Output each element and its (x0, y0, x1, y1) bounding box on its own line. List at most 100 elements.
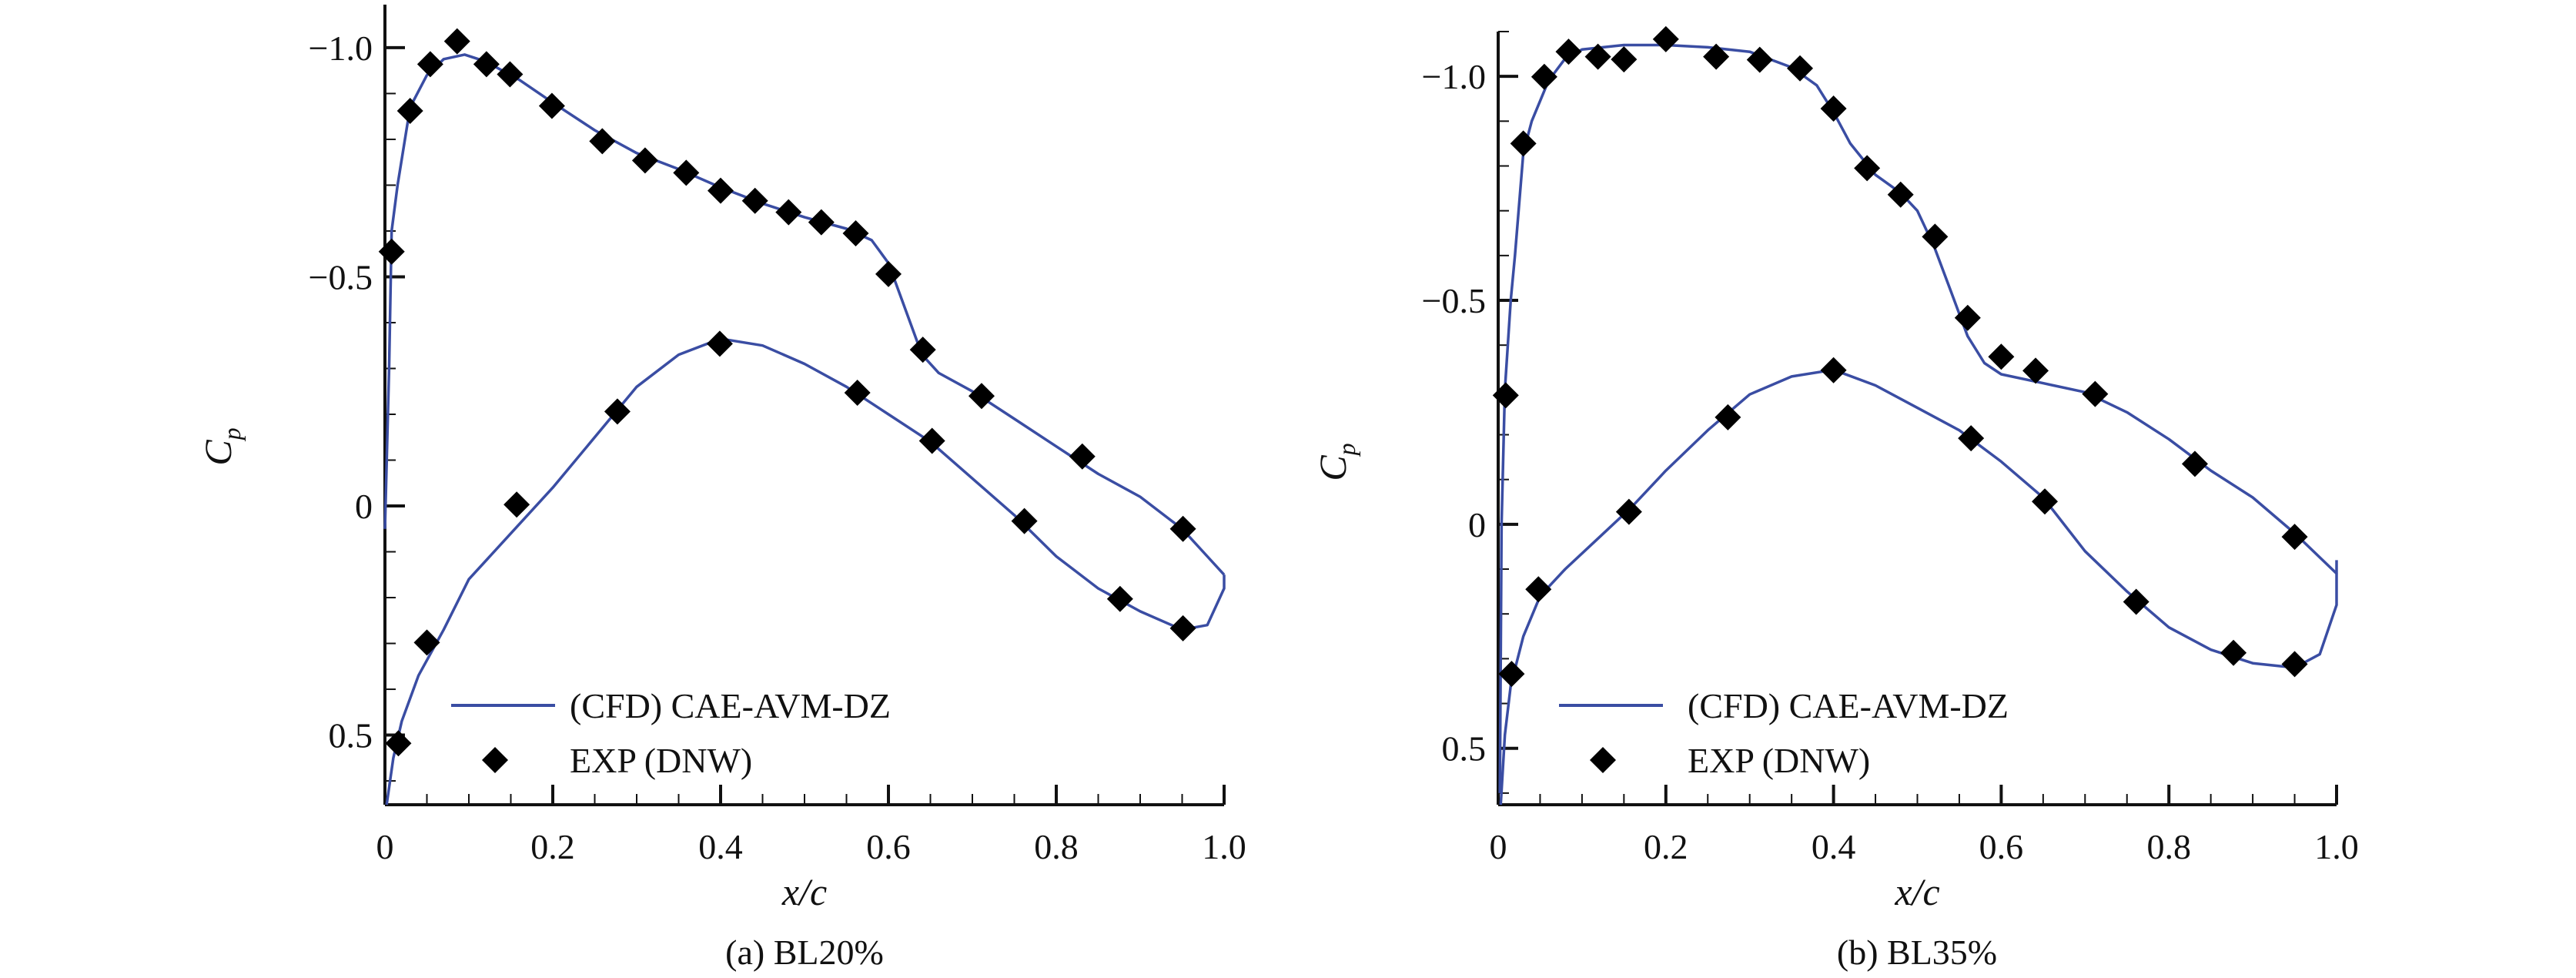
exp-point (497, 61, 524, 88)
exp-point (413, 629, 440, 656)
y-tick-label: 0 (355, 487, 373, 526)
exp-point (385, 730, 412, 757)
exp-point (1958, 425, 1985, 452)
exp-point (673, 159, 700, 186)
y-tick-label: −0.5 (1422, 281, 1486, 320)
exp-point (1922, 223, 1949, 250)
y-tick-label: 0.5 (329, 716, 373, 755)
exp-point (1531, 63, 1557, 90)
y-tick-label: −1.0 (309, 28, 373, 68)
exp-point (1498, 661, 1525, 688)
x-tick-label: 0 (1490, 827, 1507, 866)
exp-point (473, 51, 500, 78)
exp-point (1820, 95, 1847, 122)
exp-point (708, 177, 734, 204)
exp-point (1555, 39, 1582, 65)
exp-point (417, 51, 443, 78)
y-axis-label: Cp (196, 427, 246, 465)
exp-point (1069, 443, 1096, 470)
exp-point (2281, 651, 2308, 678)
x-tick-label: 0.8 (2146, 827, 2191, 866)
x-tick-label: 0.4 (1812, 827, 1856, 866)
x-tick-label: 0.6 (1979, 827, 2024, 866)
chart-caption: (b) BL35% (1837, 933, 1997, 972)
exp-point (808, 209, 835, 236)
exp-point (1703, 43, 1730, 70)
exp-point (1820, 357, 1847, 383)
exp-point (1887, 181, 1914, 208)
exp-point (1169, 615, 1196, 641)
exp-point (1787, 55, 1814, 82)
exp-point (706, 330, 733, 357)
exp-point (2082, 380, 2109, 407)
exp-point (968, 383, 995, 410)
exp-point (844, 380, 871, 407)
exp-point (842, 219, 869, 246)
x-axis-label: x/c (781, 870, 827, 913)
exp-point (1492, 382, 1519, 409)
exp-point (604, 398, 631, 425)
exp-point (1106, 585, 1133, 612)
exp-point (1954, 304, 1981, 331)
chart-caption: (a) BL20% (725, 933, 884, 972)
y-tick-label: −0.5 (309, 257, 373, 296)
exp-point (1510, 130, 1537, 157)
exp-point (503, 491, 530, 518)
exp-point (1525, 576, 1552, 603)
legend-diamond-swatch (1590, 747, 1616, 773)
x-tick-label: 0.2 (1644, 827, 1688, 866)
exp-point (378, 238, 405, 265)
cfd-line-lower (385, 337, 1226, 806)
exp-point (2032, 488, 2059, 515)
exp-point (875, 260, 902, 287)
legend-label-exp: EXP (DNW) (570, 741, 752, 780)
exp-point (631, 147, 658, 174)
exp-point (2123, 588, 2149, 615)
cfd-line-upper (1498, 43, 2338, 793)
chart-a: 0 0.2 0.4 0.6 0.8 1.0 −1.0 −0.5 0 0.5 x/c Cp (a) BL2… (196, 5, 1246, 972)
y-tick-label: 0 (1468, 505, 1486, 544)
exp-point (1652, 25, 1679, 52)
cfd-line-lower (1499, 368, 2338, 806)
cfd-line-upper (383, 53, 1226, 576)
x-tick-label: 0.4 (698, 827, 743, 866)
legend-label-exp: EXP (DNW) (1688, 741, 1870, 780)
x-tick-label: 0.8 (1034, 827, 1079, 866)
y-tick-label: 0.5 (1442, 729, 1487, 769)
legend: (CFD) CAE-AVM-DZ EXP (DNW) (1559, 686, 2009, 780)
exp-point (1615, 498, 1642, 525)
exp-point (396, 98, 423, 125)
exp-point (2022, 357, 2049, 384)
exp-point (2281, 524, 2308, 551)
y-axis-label: Cp (1311, 443, 1360, 481)
exp-point (775, 199, 802, 226)
x-axis-label: x/c (1894, 870, 1939, 913)
legend-diamond-swatch (482, 747, 508, 773)
exp-point (918, 427, 945, 454)
exp-point (443, 28, 470, 55)
chart-b: 0 0.2 0.4 0.6 0.8 1.0 −1.0 −0.5 0 0.5 x/c Cp (b) BL3… (1311, 25, 2359, 972)
x-tick-label: 0.2 (530, 827, 575, 866)
x-tick-label: 0.6 (866, 827, 911, 866)
exp-point (589, 128, 616, 155)
exp-point (741, 187, 768, 214)
exp-point (1988, 343, 2015, 370)
exp-point (1715, 404, 1741, 430)
exp-point (1746, 46, 1773, 73)
exp-point (2181, 450, 2208, 477)
exp-point (2220, 639, 2247, 666)
exp-point (1854, 155, 1881, 182)
y-tick-label: −1.0 (1422, 57, 1486, 96)
legend: (CFD) CAE-AVM-DZ EXP (DNW) (451, 686, 891, 780)
exp-point (538, 92, 565, 119)
x-tick-label: 0 (376, 827, 394, 866)
legend-label-cfd: (CFD) CAE-AVM-DZ (570, 686, 891, 725)
exp-point (1611, 46, 1638, 73)
legend-label-cfd: (CFD) CAE-AVM-DZ (1688, 686, 2009, 725)
exp-point (1169, 515, 1196, 542)
x-tick-label: 1.0 (2314, 827, 2359, 866)
x-tick-label: 1.0 (1202, 827, 1246, 866)
exp-point (1584, 43, 1611, 70)
exp-point (909, 337, 936, 363)
